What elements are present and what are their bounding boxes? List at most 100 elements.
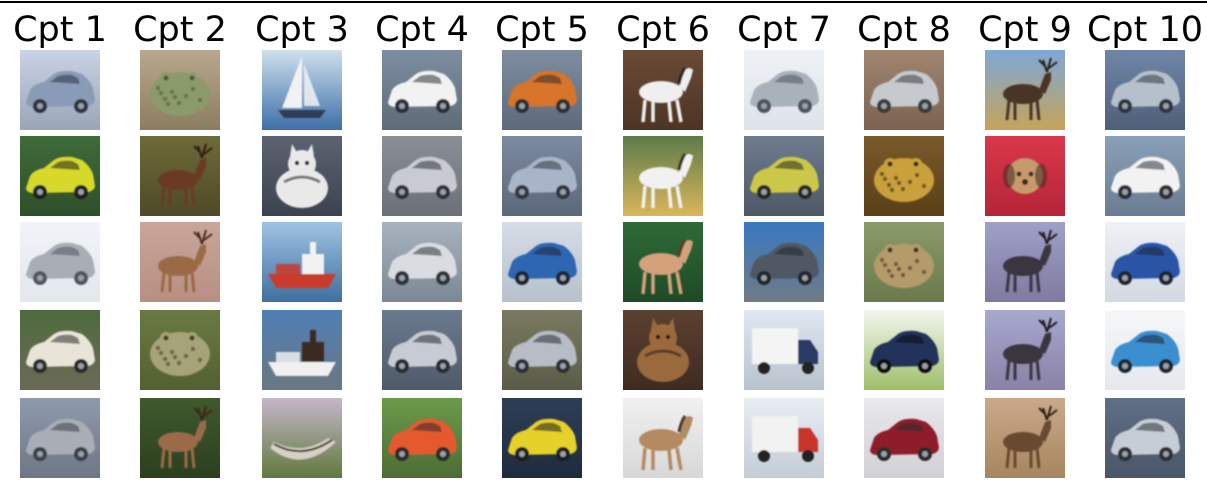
concept-column: Cpt 5 <box>482 0 602 495</box>
thumbnail-image <box>623 310 703 390</box>
thumbnail-image <box>623 50 703 130</box>
ship-icon <box>262 310 342 390</box>
column-title: Cpt 6 <box>616 10 710 50</box>
frog-icon <box>140 50 220 130</box>
car-icon <box>1105 398 1185 478</box>
thumbnail-image <box>985 310 1065 390</box>
thumbnail-image <box>382 310 462 390</box>
thumbnail-image <box>382 50 462 130</box>
car-icon <box>744 136 824 216</box>
car-icon <box>20 310 100 390</box>
thumbnail-image <box>382 222 462 302</box>
thumbnail-image <box>262 136 342 216</box>
car-icon <box>20 398 100 478</box>
thumbnail-image <box>140 310 220 390</box>
concept-column: Cpt 9 <box>965 0 1085 495</box>
car-icon <box>382 136 462 216</box>
car-icon <box>502 222 582 302</box>
thumbnail-image <box>502 310 582 390</box>
thumbnail-image <box>262 398 342 478</box>
thumbnail-image <box>502 50 582 130</box>
horse-icon <box>623 136 703 216</box>
deer-icon <box>985 50 1065 130</box>
thumbnail-image <box>262 50 342 130</box>
thumbnail-image <box>1105 310 1185 390</box>
concept-column: Cpt 7 <box>724 0 844 495</box>
thumbnail-image <box>623 222 703 302</box>
thumbnail-image <box>744 310 824 390</box>
thumbnail-image <box>502 398 582 478</box>
deer-icon <box>985 222 1065 302</box>
car-icon <box>502 136 582 216</box>
thumbnail-image <box>140 398 220 478</box>
thumbnail-image <box>20 398 100 478</box>
deer-icon <box>140 222 220 302</box>
car-icon <box>1105 222 1185 302</box>
car-icon <box>20 222 100 302</box>
cat-icon <box>623 310 703 390</box>
thumbnail-image <box>20 50 100 130</box>
thumbnail-image <box>985 398 1065 478</box>
car-icon <box>382 310 462 390</box>
thumbnail-image <box>864 222 944 302</box>
car-icon <box>20 136 100 216</box>
thumbnail-image <box>502 222 582 302</box>
thumbnail-image <box>502 136 582 216</box>
thumbnail-image <box>864 136 944 216</box>
thumbnail-image <box>864 50 944 130</box>
thumbnail-image <box>382 136 462 216</box>
dog-icon <box>985 136 1065 216</box>
thumbnail-image <box>140 136 220 216</box>
car-icon <box>1105 310 1185 390</box>
thumbnail-image <box>864 398 944 478</box>
thumbnail-image <box>623 398 703 478</box>
thumbnail-image <box>744 222 824 302</box>
car-icon <box>1105 136 1185 216</box>
column-title: Cpt 5 <box>495 10 589 50</box>
thumbnail-image <box>20 136 100 216</box>
thumbnail-image <box>262 222 342 302</box>
boat-icon <box>262 398 342 478</box>
horse-icon <box>623 398 703 478</box>
concept-column: Cpt 3 <box>242 0 362 495</box>
column-title: Cpt 8 <box>857 10 951 50</box>
car-icon <box>744 222 824 302</box>
deer-icon <box>985 398 1065 478</box>
car-icon <box>864 50 944 130</box>
thumbnail-image <box>985 50 1065 130</box>
cat-icon <box>262 136 342 216</box>
car-icon <box>502 310 582 390</box>
thumbnail-image <box>382 398 462 478</box>
column-title: Cpt 9 <box>978 10 1072 50</box>
thumbnail-image <box>1105 136 1185 216</box>
frog-icon <box>864 222 944 302</box>
thumbnail-image <box>744 50 824 130</box>
concept-column: Cpt 1 <box>0 0 120 495</box>
horse-icon <box>623 222 703 302</box>
car-icon <box>382 398 462 478</box>
car-icon <box>1105 50 1185 130</box>
truck-icon <box>744 398 824 478</box>
thumbnail-image <box>864 310 944 390</box>
column-title: Cpt 10 <box>1086 10 1204 50</box>
car-icon <box>502 50 582 130</box>
deer-icon <box>985 310 1065 390</box>
concept-column: Cpt 4 <box>362 0 482 495</box>
thumbnail-image <box>744 136 824 216</box>
thumbnail-image <box>140 222 220 302</box>
column-title: Cpt 7 <box>737 10 831 50</box>
frog-icon <box>864 136 944 216</box>
thumbnail-image <box>623 136 703 216</box>
car-icon <box>864 310 944 390</box>
concept-column: Cpt 10 <box>1085 0 1205 495</box>
car-icon <box>20 50 100 130</box>
concept-column: Cpt 8 <box>844 0 964 495</box>
horse-icon <box>623 50 703 130</box>
top-border <box>0 1 1207 3</box>
thumbnail-image <box>985 222 1065 302</box>
thumbnail-image <box>262 310 342 390</box>
frog-icon <box>140 310 220 390</box>
concept-column: Cpt 6 <box>603 0 723 495</box>
sailboat-icon <box>262 50 342 130</box>
thumbnail-image <box>20 222 100 302</box>
